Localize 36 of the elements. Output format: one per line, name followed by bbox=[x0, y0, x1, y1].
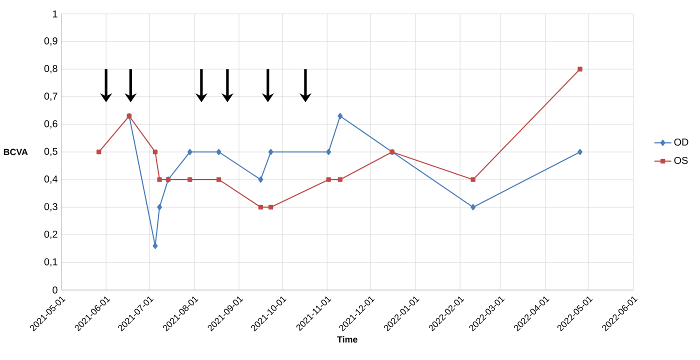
legend-label: OD bbox=[674, 138, 688, 146]
point bbox=[338, 113, 343, 120]
legend-label: OS bbox=[674, 157, 688, 164]
y-tick-label: 0,4 bbox=[44, 176, 58, 184]
y-tick-label: 0 bbox=[52, 286, 58, 294]
point bbox=[216, 177, 222, 182]
x-axis-title: Time bbox=[337, 336, 358, 343]
y-tick-label: 0,9 bbox=[44, 38, 58, 46]
point bbox=[216, 149, 222, 156]
point bbox=[268, 149, 274, 156]
y-axis-title: BCVA bbox=[4, 149, 28, 156]
point bbox=[577, 149, 582, 156]
y-tick-label: 0,6 bbox=[44, 120, 58, 129]
y-tick-label: 0,7 bbox=[44, 92, 58, 102]
point bbox=[152, 242, 158, 250]
point bbox=[470, 177, 476, 182]
y-tick-label: 1 bbox=[53, 10, 58, 18]
point bbox=[268, 205, 274, 210]
point bbox=[326, 177, 331, 182]
point bbox=[96, 150, 102, 155]
y-tick-label: 0,2 bbox=[44, 230, 58, 240]
point bbox=[157, 204, 162, 211]
point bbox=[470, 204, 476, 211]
point bbox=[152, 150, 158, 155]
y-tick-label: 0,8 bbox=[44, 65, 58, 74]
point bbox=[338, 177, 342, 182]
y-tick-label: 0,3 bbox=[44, 203, 58, 212]
point bbox=[187, 149, 192, 156]
point bbox=[258, 176, 264, 183]
point bbox=[258, 205, 264, 210]
y-tick-label: 0,5 bbox=[44, 148, 58, 156]
point bbox=[157, 177, 162, 182]
point bbox=[188, 177, 192, 182]
point bbox=[326, 149, 332, 156]
y-tick-label: 0,1 bbox=[44, 258, 58, 267]
point bbox=[578, 67, 582, 72]
